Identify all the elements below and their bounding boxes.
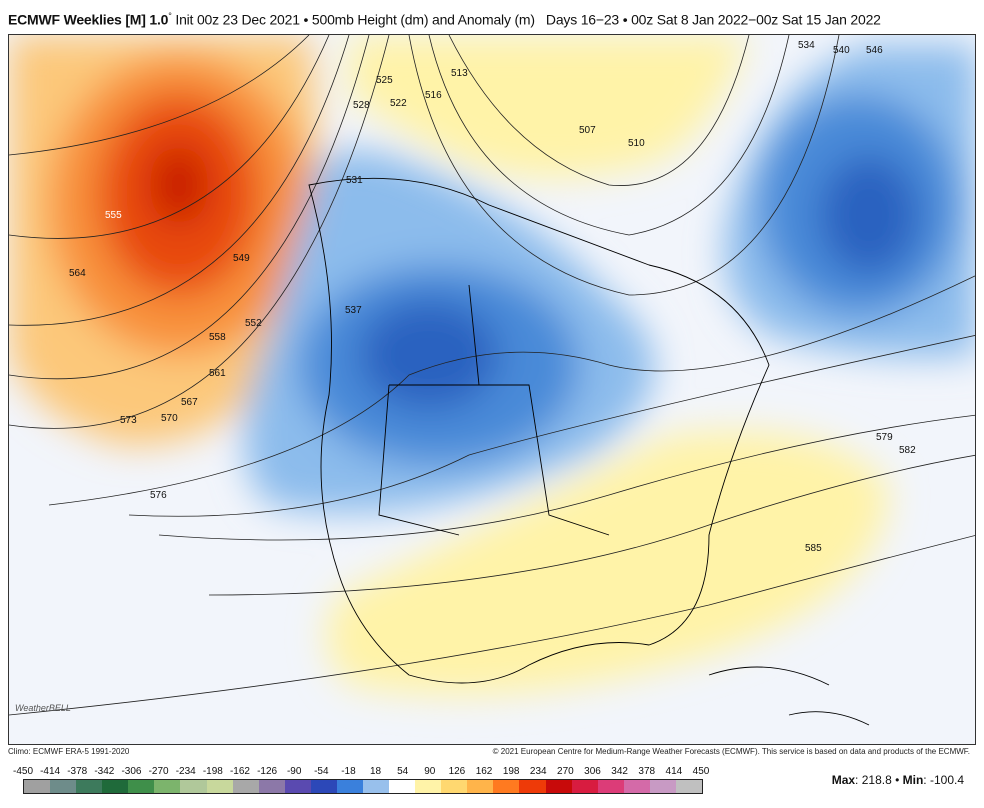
colorbar-tick-label: -342 — [94, 766, 115, 777]
colorbar-tick-label: 162 — [475, 766, 493, 777]
svg-text:516: 516 — [425, 90, 442, 101]
svg-text:525: 525 — [376, 75, 393, 86]
colorbar-swatch — [180, 780, 207, 793]
colorbar-tick-label: 450 — [692, 766, 710, 777]
colorbar-tick-label: 54 — [397, 766, 409, 777]
colorbar-tick-label: -90 — [286, 766, 302, 777]
colorbar-swatch — [154, 780, 181, 793]
colorbar-tick-label: 342 — [611, 766, 628, 777]
colorbar-swatch — [649, 780, 676, 793]
svg-text:585: 585 — [805, 543, 822, 554]
anomaly-shading — [9, 35, 975, 695]
colorbar-swatch — [675, 780, 703, 793]
colorbar-swatch — [128, 780, 155, 793]
colorbar-tick-label: 270 — [557, 766, 574, 777]
svg-text:567: 567 — [181, 397, 198, 408]
colorbar-tick-label: -414 — [40, 766, 61, 777]
contour-labels: 525 522 516 513 528 531 507 510 534 540 … — [69, 40, 916, 554]
svg-text:576: 576 — [150, 490, 167, 501]
colorbar-tick-label: 90 — [424, 766, 436, 777]
svg-text:564: 564 — [69, 268, 86, 279]
svg-text:531: 531 — [346, 175, 363, 186]
colorbar-tick-label: -378 — [67, 766, 88, 777]
colorbar-swatch — [24, 780, 51, 793]
colorbar-swatch — [206, 780, 233, 793]
svg-text:546: 546 — [866, 45, 883, 56]
colorbar-swatch — [310, 780, 337, 793]
colorbar-swatch — [519, 780, 546, 793]
colorbar-swatch — [415, 780, 442, 793]
max-min-readout: Max: 218.8 • Min: -100.4 — [831, 773, 964, 787]
colorbar-ticks: -450 -414 -378 -342 -306 -270 -234 -198 -162 -126… — [12, 766, 709, 778]
climo-note: Climo: ECMWF ERA-5 1991-2020 — [8, 747, 130, 756]
svg-text:510: 510 — [628, 138, 645, 149]
colorbar-swatch — [493, 780, 520, 793]
colorbar-swatch — [363, 780, 390, 793]
anomaly-map-svg: 525 522 516 513 528 531 507 510 534 540 … — [9, 35, 975, 726]
colorbar-tick-label: -306 — [121, 766, 142, 777]
colorbar-tick-label: 414 — [665, 766, 683, 777]
colorbar-swatch — [571, 780, 598, 793]
svg-text:573: 573 — [120, 415, 137, 426]
colorbar-swatch — [441, 780, 468, 793]
colorbar-tick-label: -126 — [257, 766, 278, 777]
svg-text:579: 579 — [876, 432, 893, 443]
svg-text:513: 513 — [451, 68, 468, 79]
colorbar-tick-label: 378 — [638, 766, 656, 777]
colorbar-swatch — [102, 780, 129, 793]
svg-text:522: 522 — [390, 98, 407, 109]
colorbar-swatch — [336, 780, 364, 793]
svg-text:537: 537 — [345, 305, 362, 316]
colorbar-tick-label: 198 — [502, 766, 520, 777]
colorbar-tick-label: -162 — [229, 766, 250, 777]
colorbar-swatch — [389, 780, 416, 793]
colorbar — [23, 779, 703, 794]
svg-text:552: 552 — [245, 318, 262, 329]
colorbar-tick-label: 306 — [584, 766, 601, 777]
copyright-note: © 2021 European Centre for Medium-Range … — [492, 747, 970, 756]
svg-text:549: 549 — [233, 253, 250, 264]
svg-text:534: 534 — [798, 40, 815, 51]
colorbar-swatch — [284, 780, 311, 793]
height-contours — [9, 35, 975, 716]
svg-text:540: 540 — [833, 45, 850, 56]
colorbar-tick-label: -234 — [175, 766, 196, 777]
colorbar-tick-label: -450 — [12, 766, 34, 777]
colorbar-tick-label: 234 — [529, 766, 547, 777]
colorbar-swatch — [258, 780, 285, 793]
coastlines — [308, 177, 870, 726]
svg-text:582: 582 — [899, 445, 916, 456]
svg-text:570: 570 — [161, 413, 178, 424]
colorbar-swatch — [597, 780, 624, 793]
colorbar-tick-label: -270 — [148, 766, 169, 777]
weather-map: 525 522 516 513 528 531 507 510 534 540 … — [8, 34, 976, 745]
colorbar-swatch — [50, 780, 77, 793]
map-title: ECMWF Weeklies [M] 1.0° Init 00z 23 Dec … — [8, 11, 881, 28]
svg-text:528: 528 — [353, 100, 370, 111]
colorbar-swatch — [76, 780, 103, 793]
colorbar-swatch — [232, 780, 259, 793]
svg-text:555: 555 — [105, 210, 122, 221]
colorbar-tick-label: 126 — [448, 766, 466, 777]
svg-text:561: 561 — [209, 368, 226, 379]
colorbar-tick-label: -198 — [202, 766, 223, 777]
colorbar-swatch — [623, 780, 650, 793]
colorbar-tick-label: -54 — [314, 766, 329, 777]
colorbar-swatch — [467, 780, 494, 793]
weatherbell-logo: WeatherBELL — [15, 703, 71, 713]
colorbar-tick-label: 18 — [369, 766, 382, 777]
svg-text:558: 558 — [209, 332, 226, 343]
colorbar-tick-label: -18 — [341, 766, 356, 777]
colorbar-swatch — [545, 780, 572, 793]
svg-text:507: 507 — [579, 125, 596, 136]
